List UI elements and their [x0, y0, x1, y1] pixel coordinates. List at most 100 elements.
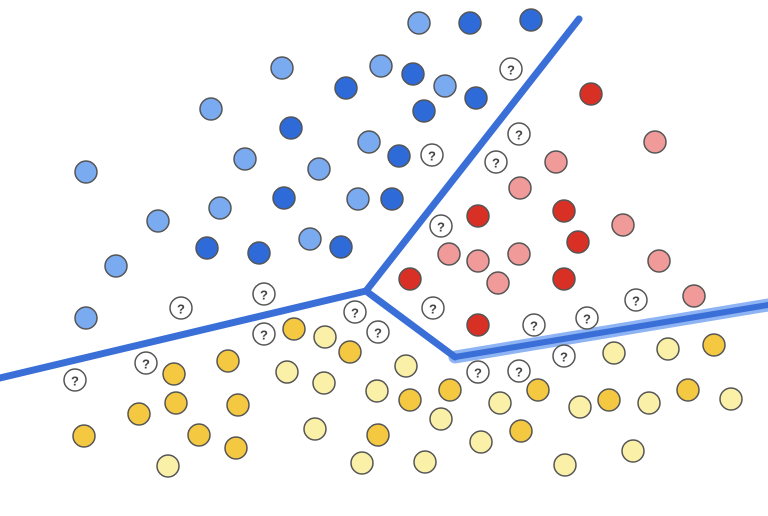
point: [329, 235, 353, 259]
point: [486, 271, 510, 295]
point: [611, 213, 635, 237]
point: [313, 325, 337, 349]
point: [275, 360, 299, 384]
point: [398, 267, 422, 291]
point: [552, 199, 576, 223]
point: [74, 160, 98, 184]
unknown-point: [421, 296, 445, 320]
boundary-line: [452, 302, 768, 360]
unknown-point: [63, 368, 87, 392]
unknown-label: ?: [429, 302, 437, 317]
point: [702, 333, 726, 357]
unknown-label: ?: [260, 288, 268, 303]
point: [224, 436, 248, 460]
point: [597, 388, 621, 412]
point: [438, 378, 462, 402]
unknown-point: [343, 300, 367, 324]
point: [507, 242, 531, 266]
unknown-label: ?: [492, 156, 500, 171]
point: [216, 349, 240, 373]
point: [526, 378, 550, 402]
unknown-label: ?: [474, 366, 482, 381]
point: [164, 391, 188, 415]
point: [270, 56, 294, 80]
point: [72, 424, 96, 448]
point: [334, 76, 358, 100]
unknown-label: ?: [530, 319, 538, 334]
unknown-label: ?: [71, 374, 79, 389]
point: [469, 430, 493, 454]
point: [195, 236, 219, 260]
boundary-line: [362, 15, 583, 295]
point: [637, 391, 661, 415]
boundary-line: [362, 287, 459, 361]
point: [401, 62, 425, 86]
point: [346, 187, 370, 211]
unknown-label: ?: [177, 302, 185, 317]
point: [682, 284, 706, 308]
unknown-point: [507, 359, 531, 383]
point: [458, 11, 482, 35]
point: [303, 417, 327, 441]
point: [466, 313, 490, 337]
unknown-point: [252, 322, 276, 346]
unknown-label: ?: [507, 63, 515, 78]
point: [621, 439, 645, 463]
point: [413, 450, 437, 474]
unknown-point: [169, 296, 193, 320]
unknown-point: [507, 122, 531, 146]
point: [369, 54, 393, 78]
unknown-point: [575, 306, 599, 330]
point: [279, 116, 303, 140]
point: [407, 11, 431, 35]
unknown-point: [429, 214, 453, 238]
point: [380, 187, 404, 211]
point: [233, 147, 257, 171]
point: [488, 391, 512, 415]
point: [247, 241, 271, 265]
point: [282, 317, 306, 341]
point: [602, 341, 626, 365]
point: [412, 99, 436, 123]
point: [312, 371, 336, 395]
point: [466, 249, 490, 273]
point: [350, 451, 374, 475]
unknown-label: ?: [351, 306, 359, 321]
point: [156, 454, 180, 478]
point: [566, 230, 590, 254]
point: [719, 387, 743, 411]
point: [544, 150, 568, 174]
unknown-point: [484, 150, 508, 174]
unknown-label: ?: [142, 357, 150, 372]
unknown-label: ?: [515, 128, 523, 143]
point: [387, 144, 411, 168]
point: [208, 196, 232, 220]
point: [187, 423, 211, 447]
unknown-point: [134, 351, 158, 375]
point: [127, 402, 151, 426]
point: [104, 254, 128, 278]
points: ???????????????????: [63, 8, 743, 478]
unknown-label: ?: [583, 312, 591, 327]
unknown-point: [466, 360, 490, 384]
point: [466, 204, 490, 228]
unknown-point: [366, 320, 390, 344]
point: [553, 453, 577, 477]
unknown-label: ?: [560, 350, 568, 365]
point: [509, 419, 533, 443]
point: [199, 97, 223, 121]
point: [508, 176, 532, 200]
point: [394, 354, 418, 378]
point: [307, 157, 331, 181]
point: [429, 407, 453, 431]
point: [146, 209, 170, 233]
point: [519, 8, 543, 32]
unknown-label: ?: [515, 365, 523, 380]
unknown-label: ?: [428, 149, 436, 164]
unknown-label: ?: [437, 220, 445, 235]
point: [357, 130, 381, 154]
point: [272, 186, 296, 210]
point: [338, 340, 362, 364]
point: [226, 393, 250, 417]
